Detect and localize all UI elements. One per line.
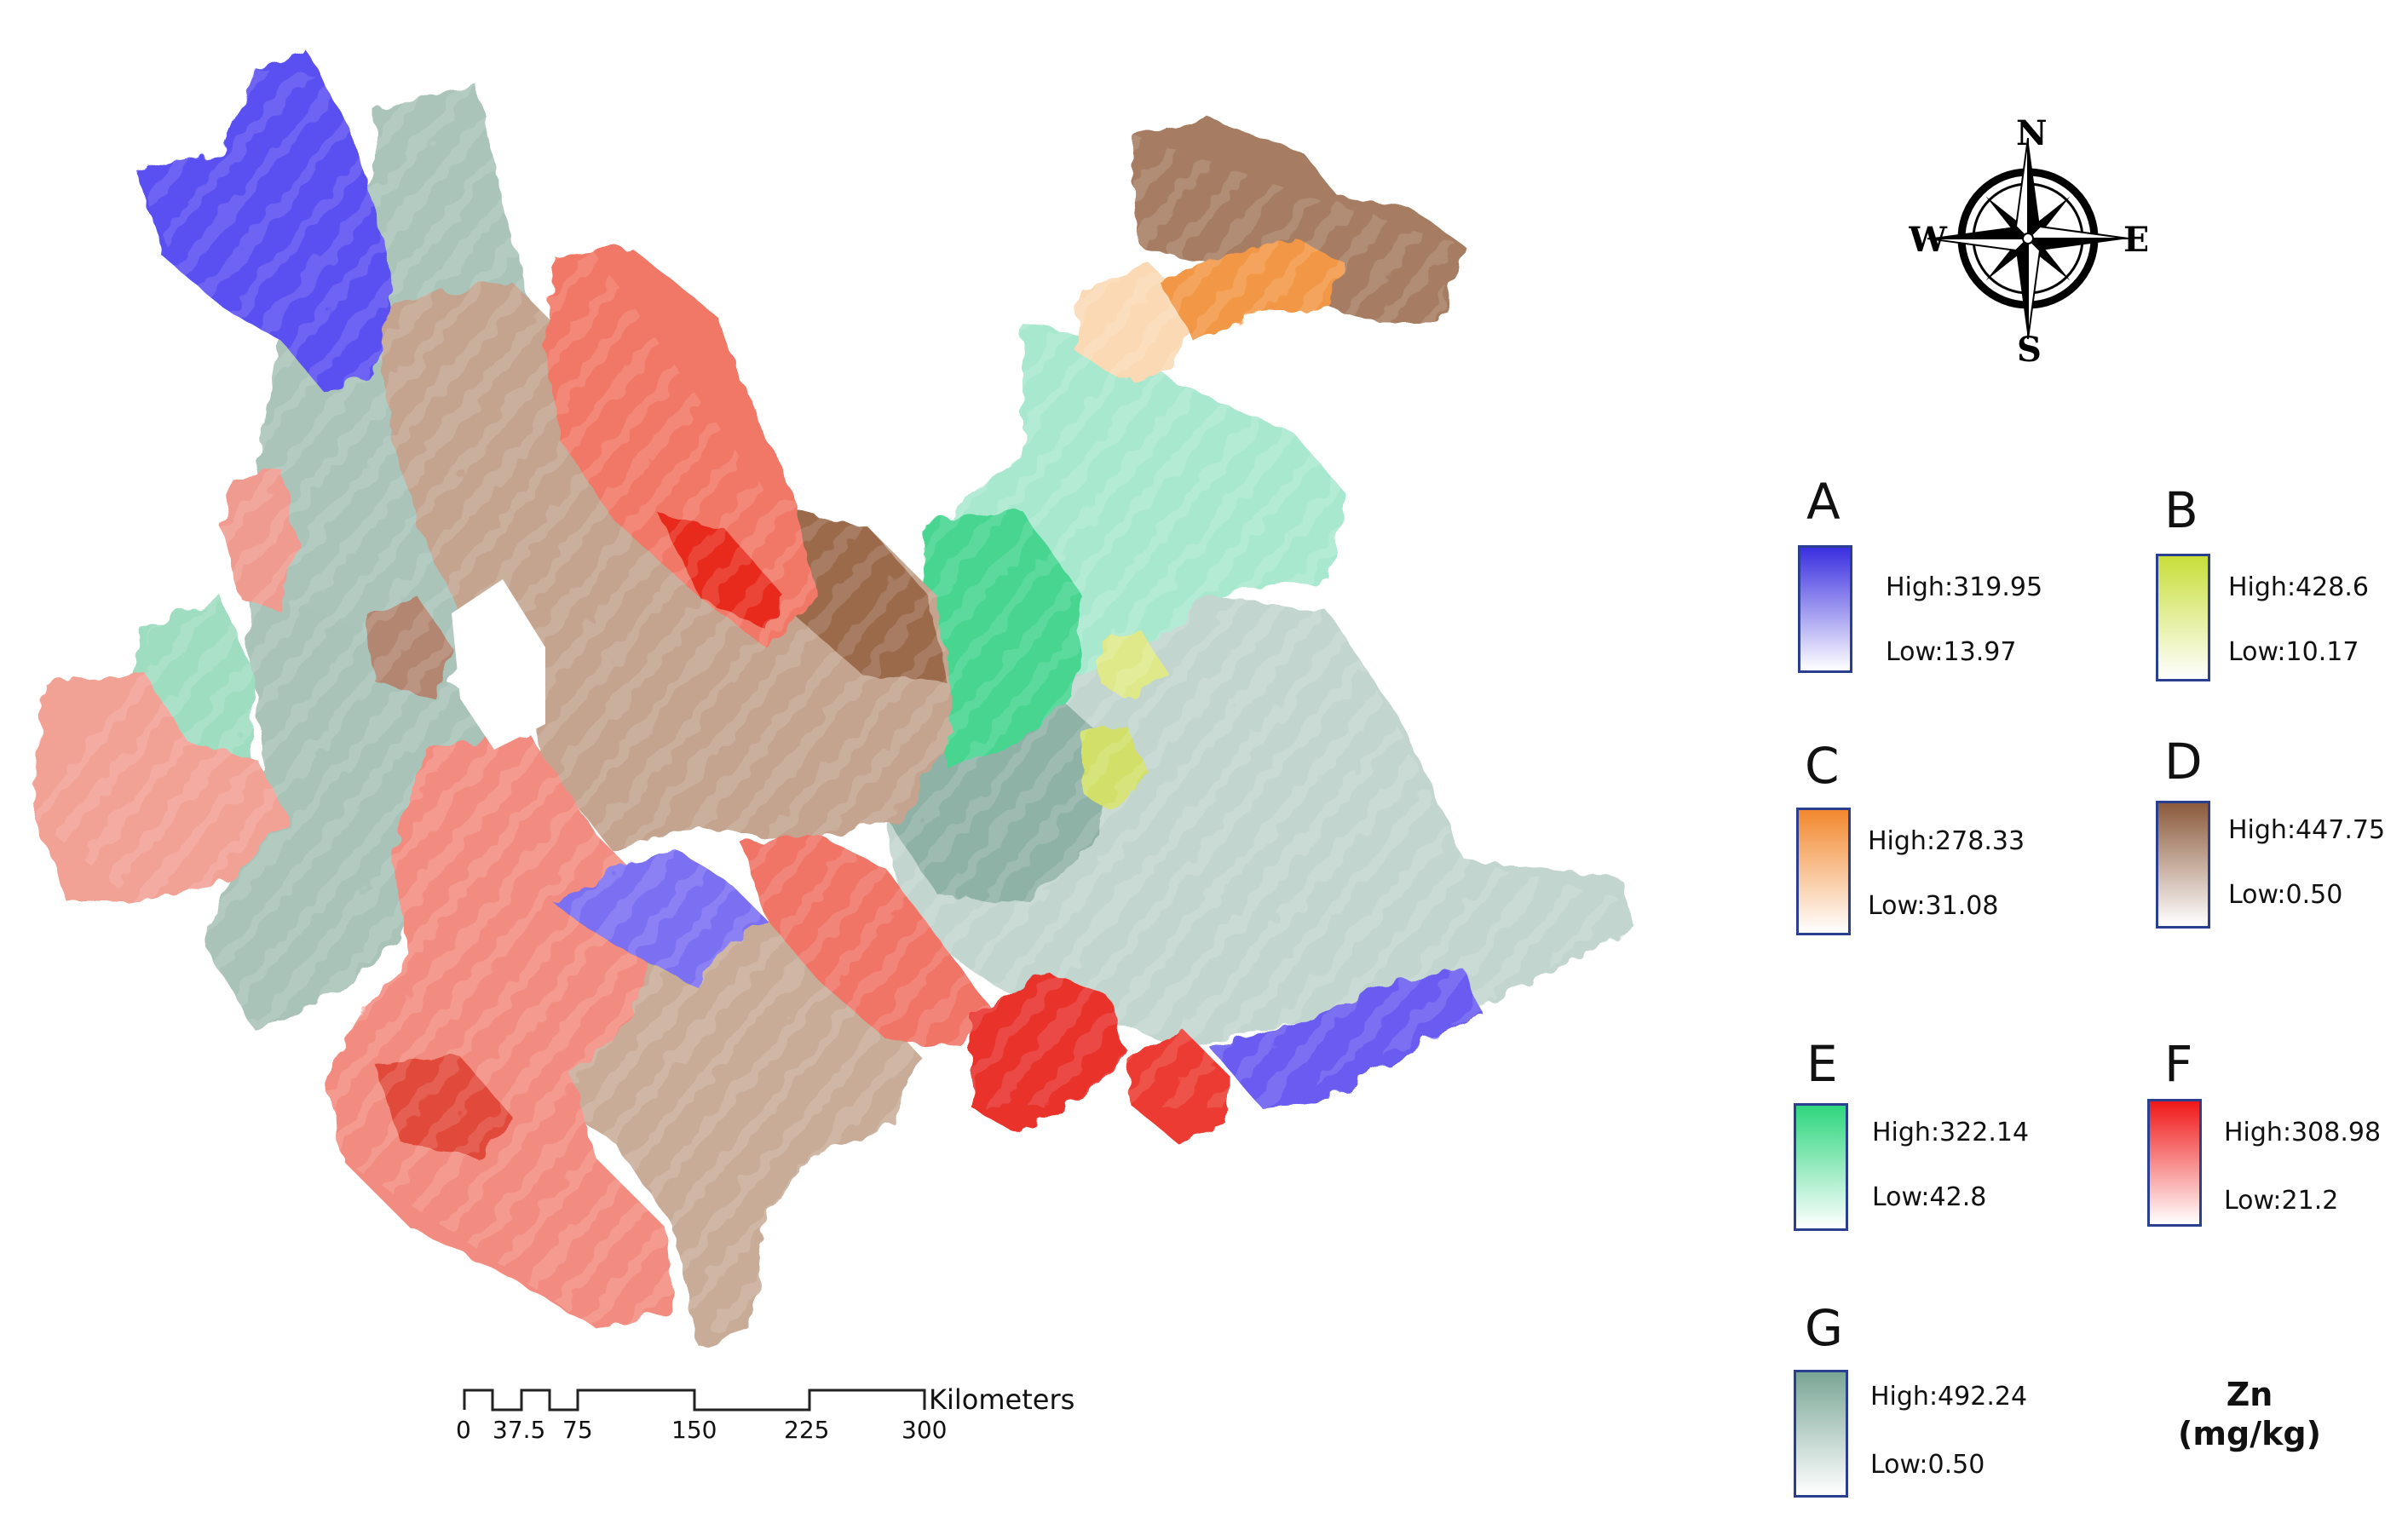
scale-tick-label: 37.5 — [493, 1416, 545, 1444]
compass-west-label: W — [1909, 220, 1948, 260]
legend-letter: B — [2164, 481, 2198, 539]
legend-high-value: High:492.24 — [1870, 1382, 2028, 1412]
texture-overlay — [34, 68, 1636, 1329]
legend-letter: F — [2164, 1035, 2193, 1093]
compass-south-label: S — [2017, 330, 2042, 366]
legend-low-value: Low:42.8 — [1872, 1182, 1987, 1212]
legend-letter: G — [1805, 1299, 1843, 1357]
compass-center — [2022, 233, 2034, 244]
legend-letter: A — [1806, 473, 1841, 531]
zn-distribution-map: Kilometers 0 37.5 75 150 225 300 — [34, 51, 1636, 1444]
legend-unit-title: Zn (mg/kg) — [2164, 1376, 2335, 1453]
legend-low-value: Low:13.97 — [1886, 637, 2017, 667]
compass-cardinal-points — [1927, 137, 2129, 340]
legend-low-value: Low:21.2 — [2224, 1186, 2339, 1216]
legend-title-element: Zn — [2226, 1376, 2273, 1413]
legend-swatch — [1794, 1103, 1848, 1231]
scale-tick-label: 150 — [671, 1416, 717, 1444]
legend-high-value: High:319.95 — [1886, 572, 2043, 602]
legend-swatch — [1794, 1370, 1848, 1498]
scale-bar — [463, 1389, 926, 1412]
legend-high-value: High:428.6 — [2228, 572, 2369, 602]
legend-swatch — [2156, 801, 2210, 929]
compass-north-label: N — [2016, 119, 2048, 153]
scale-bar-line — [463, 1389, 926, 1412]
legend-letter: E — [1806, 1035, 1838, 1093]
map-hole — [452, 579, 545, 750]
legend-high-value: High:447.75 — [2228, 815, 2386, 845]
legend-high-value: High:278.33 — [1868, 826, 2025, 856]
scale-tick-label: 0 — [456, 1416, 471, 1444]
scale-tick-label: 300 — [902, 1416, 947, 1444]
legend-letter: C — [1805, 737, 1840, 795]
legend-swatch — [2156, 554, 2210, 681]
legend-swatch — [1796, 808, 1851, 935]
compass-east-label: E — [2123, 220, 2147, 260]
legend-letter: D — [2164, 733, 2203, 791]
scale-unit-label: Kilometers — [929, 1383, 1074, 1416]
map-area: Kilometers 0 37.5 75 150 225 300 — [34, 51, 1636, 1444]
legend-swatch — [1798, 545, 1852, 673]
legend-low-value: Low:0.50 — [1870, 1450, 1985, 1480]
legend-unit: (mg/kg) — [2178, 1414, 2321, 1452]
legend-high-value: High:308.98 — [2224, 1118, 2382, 1147]
legend-low-value: Low:0.50 — [2228, 880, 2343, 910]
compass-rose: N S E W — [1909, 119, 2147, 366]
scale-tick-label: 225 — [784, 1416, 829, 1444]
legend-high-value: High:322.14 — [1872, 1118, 2030, 1147]
legend-swatch — [2147, 1099, 2202, 1227]
scale-tick-label: 75 — [562, 1416, 593, 1444]
legend-low-value: Low:31.08 — [1868, 891, 1999, 921]
legend-low-value: Low:10.17 — [2228, 637, 2359, 667]
